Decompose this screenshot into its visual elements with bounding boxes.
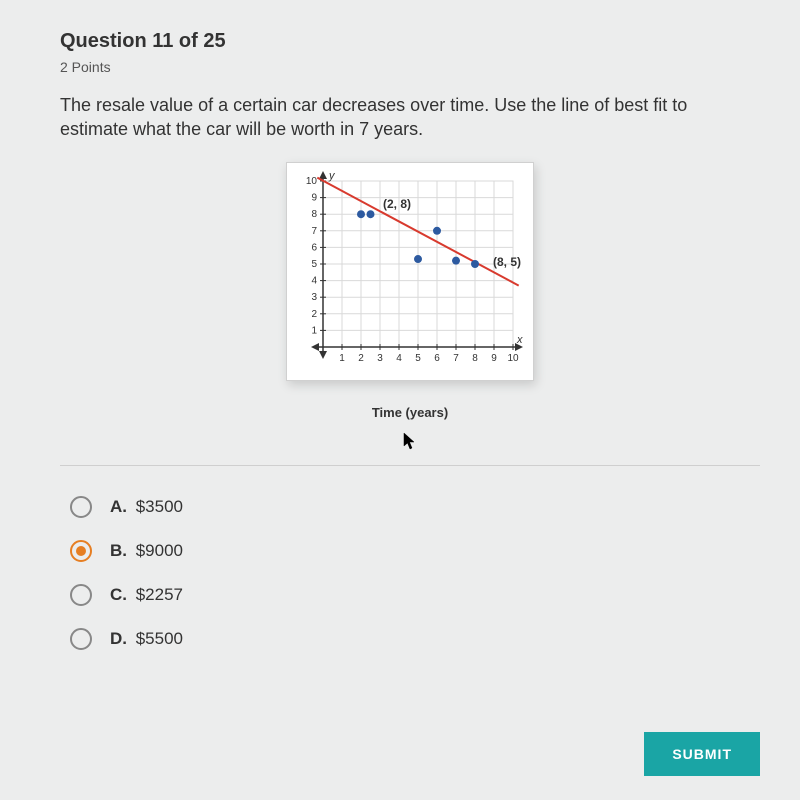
chart-container: Resale Value (thousands of dollars) 1234…	[60, 162, 760, 455]
svg-text:2: 2	[311, 308, 317, 319]
radio-icon[interactable]	[70, 628, 92, 650]
radio-icon[interactable]	[70, 584, 92, 606]
svg-text:4: 4	[396, 353, 402, 364]
svg-text:1: 1	[311, 325, 317, 336]
divider	[60, 465, 760, 466]
submit-button[interactable]: SUBMIT	[644, 732, 760, 776]
svg-text:8: 8	[472, 353, 478, 364]
svg-text:5: 5	[415, 353, 421, 364]
svg-text:3: 3	[311, 292, 317, 303]
svg-text:2: 2	[358, 353, 364, 364]
question-prompt: The resale value of a certain car decrea…	[60, 93, 760, 142]
x-axis-label: Time (years)	[286, 405, 534, 420]
svg-text:6: 6	[311, 242, 317, 253]
svg-text:9: 9	[311, 192, 317, 203]
option-C[interactable]: C. $2257	[70, 584, 760, 606]
svg-text:9: 9	[491, 353, 497, 364]
options-list: A. $3500 B. $9000 C. $2257 D. $5500	[60, 496, 760, 650]
svg-text:6: 6	[434, 353, 440, 364]
option-A[interactable]: A. $3500	[70, 496, 760, 518]
question-points: 2 Points	[60, 59, 760, 75]
svg-text:(2, 8): (2, 8)	[383, 197, 411, 211]
option-D[interactable]: D. $5500	[70, 628, 760, 650]
option-label: D. $5500	[110, 629, 183, 649]
option-label: A. $3500	[110, 497, 183, 517]
svg-text:1: 1	[339, 353, 345, 364]
svg-text:3: 3	[377, 353, 383, 364]
svg-text:10: 10	[507, 353, 519, 364]
radio-icon[interactable]	[70, 496, 92, 518]
svg-text:x: x	[516, 334, 523, 346]
radio-icon[interactable]	[70, 540, 92, 562]
svg-text:7: 7	[311, 225, 317, 236]
svg-text:10: 10	[306, 176, 318, 187]
question-title: Question 11 of 25	[60, 30, 760, 53]
svg-text:y: y	[328, 170, 336, 182]
cursor-icon	[286, 432, 534, 455]
svg-text:5: 5	[311, 259, 317, 270]
svg-text:7: 7	[453, 353, 459, 364]
svg-text:8: 8	[311, 209, 317, 220]
option-label: C. $2257	[110, 585, 183, 605]
chart-svg: 1 2 3 4 5 6 7 8 9 10 1 2 3 4 5 6 7 8 9 10 y x (2, 8) (8, 5)	[293, 169, 523, 369]
option-B[interactable]: B. $9000	[70, 540, 760, 562]
option-label: B. $9000	[110, 541, 183, 561]
svg-text:4: 4	[311, 275, 317, 286]
svg-text:(8, 5): (8, 5)	[493, 255, 521, 269]
